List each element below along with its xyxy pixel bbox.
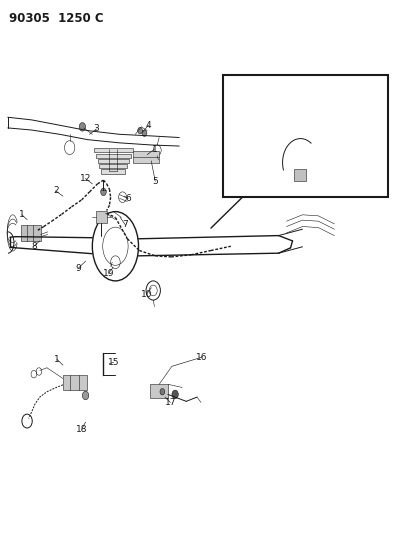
Text: 1: 1 [54, 355, 60, 364]
Text: 18: 18 [76, 425, 87, 433]
Bar [94, 148, 133, 152]
Text: 11: 11 [236, 132, 247, 141]
Text: 13: 13 [318, 138, 329, 147]
Text: 3: 3 [94, 125, 99, 133]
Bar [150, 384, 168, 398]
Text: 16: 16 [197, 353, 208, 361]
Text: 2: 2 [53, 187, 59, 195]
Bar [21, 225, 41, 241]
Circle shape [266, 143, 271, 150]
Text: 12: 12 [80, 174, 91, 183]
Text: 12: 12 [297, 125, 308, 133]
Bar [96, 211, 107, 223]
Circle shape [242, 149, 247, 156]
Text: 8: 8 [31, 242, 37, 251]
Text: 5: 5 [152, 177, 158, 185]
Circle shape [101, 188, 106, 196]
Text: 9: 9 [243, 191, 249, 200]
Bar [98, 159, 129, 163]
Bar [294, 169, 306, 181]
Text: 90305  1250 C: 90305 1250 C [9, 12, 103, 25]
Polygon shape [257, 181, 287, 189]
Bar [100, 164, 127, 168]
Text: 10: 10 [141, 290, 152, 298]
Text: 1: 1 [152, 145, 157, 154]
Bar [262, 157, 276, 181]
Circle shape [160, 389, 165, 395]
Circle shape [264, 193, 267, 198]
Text: 9: 9 [76, 264, 81, 272]
Circle shape [281, 142, 286, 149]
Bar [96, 154, 131, 158]
Text: 7: 7 [123, 221, 128, 229]
Circle shape [79, 123, 86, 131]
Bar [63, 375, 87, 390]
Text: 17: 17 [165, 398, 176, 407]
Circle shape [142, 130, 147, 136]
Text: 14: 14 [327, 162, 338, 171]
Text: 15: 15 [108, 358, 119, 367]
Text: 4: 4 [146, 121, 151, 130]
Circle shape [82, 391, 89, 400]
Circle shape [138, 127, 142, 134]
Circle shape [260, 193, 263, 198]
Bar [133, 151, 159, 163]
Bar [223, 75, 388, 197]
Text: 6: 6 [125, 194, 131, 203]
Bar [101, 169, 125, 174]
Text: 1: 1 [19, 211, 25, 219]
Circle shape [172, 390, 178, 399]
Text: 19: 19 [103, 269, 114, 278]
